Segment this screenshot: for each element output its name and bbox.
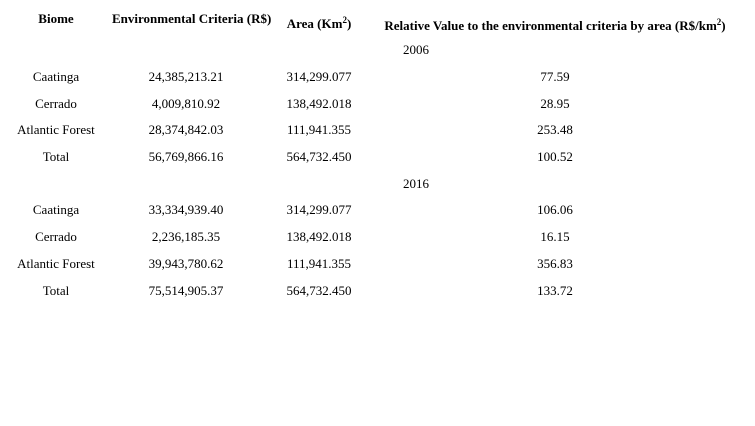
- relative-cell: 133.72: [537, 282, 573, 298]
- biome-cell: Atlantic Forest: [17, 255, 95, 271]
- relative-cell: 253.48: [537, 122, 573, 138]
- col-header-area-label: Area (Km2): [286, 14, 352, 32]
- relative-cell: 106.06: [537, 202, 573, 218]
- area-cell: 111,941.355: [286, 255, 352, 271]
- year-label: 2016: [403, 175, 429, 191]
- table-row: Caatinga 24,385,213.21 314,299.077 77.59: [0, 64, 732, 91]
- area-cell: 564,732.450: [286, 149, 352, 165]
- year-row-2006: 2006: [0, 37, 732, 64]
- table-row: Cerrado 2,236,185.35 138,492.018 16.15: [0, 224, 732, 251]
- col-header-environmental-criteria: Environmental Criteria (R$): [112, 0, 271, 37]
- col-header-relative-value-label: Relative Value to the environmental crit…: [384, 16, 726, 34]
- criteria-cell: 39,943,780.62: [148, 255, 224, 271]
- year-row-2016: 2016: [0, 170, 732, 197]
- relative-label-text: Relative Value to the environmental crit…: [384, 17, 717, 33]
- table-row: Atlantic Forest 39,943,780.62 111,941.35…: [0, 251, 732, 278]
- area-cell: 564,732.450: [286, 282, 352, 298]
- table-row: Cerrado 4,009,810.92 138,492.018 28.95: [0, 90, 732, 117]
- biome-cell: Cerrado: [35, 229, 77, 245]
- col-header-biome-label: Biome: [38, 10, 74, 26]
- biome-cell: Caatinga: [32, 202, 80, 218]
- area-cell: 314,299.077: [286, 69, 352, 85]
- relative-cell: 16.15: [540, 229, 570, 245]
- year-label: 2006: [403, 42, 429, 58]
- relative-cell: 77.59: [540, 69, 570, 85]
- criteria-cell: 2,236,185.35: [151, 229, 221, 245]
- relative-cell: 28.95: [540, 95, 570, 111]
- area-label-text: Area (Km: [286, 15, 343, 31]
- biome-cell: Caatinga: [32, 69, 80, 85]
- col-header-environmental-criteria-label: Environmental Criteria (R$): [112, 10, 272, 26]
- superscript-2: 2: [342, 14, 347, 25]
- area-cell: 314,299.077: [286, 202, 352, 218]
- col-header-area: Area (Km2): [260, 0, 378, 37]
- table-row: Atlantic Forest 28,374,842.03 111,941.35…: [0, 117, 732, 144]
- criteria-cell: 56,769,866.16: [148, 149, 224, 165]
- criteria-cell: 4,009,810.92: [151, 95, 221, 111]
- criteria-cell: 24,385,213.21: [148, 69, 224, 85]
- criteria-cell: 75,514,905.37: [148, 282, 224, 298]
- table-row: Total 56,769,866.16 564,732.450 100.52: [0, 144, 732, 171]
- biome-cell: Total: [42, 282, 70, 298]
- biome-cell: Cerrado: [35, 95, 77, 111]
- biome-criteria-table: Biome Environmental Criteria (R$) Area (…: [0, 0, 732, 304]
- superscript-2: 2: [716, 16, 722, 27]
- col-header-biome: Biome: [0, 0, 112, 37]
- relative-label-close: ): [721, 17, 726, 33]
- col-header-relative-value: Relative Value to the environmental crit…: [378, 0, 732, 37]
- criteria-cell: 28,374,842.03: [148, 122, 224, 138]
- relative-cell: 100.52: [537, 149, 573, 165]
- table-row: Total 75,514,905.37 564,732.450 133.72: [0, 277, 732, 304]
- biome-cell: Total: [42, 149, 70, 165]
- area-cell: 138,492.018: [286, 95, 352, 111]
- area-cell: 138,492.018: [286, 229, 352, 245]
- relative-cell: 356.83: [537, 255, 573, 271]
- header-row: Biome Environmental Criteria (R$) Area (…: [0, 0, 732, 37]
- biome-cell: Atlantic Forest: [17, 122, 95, 138]
- area-cell: 111,941.355: [286, 122, 352, 138]
- area-label-close: ): [346, 15, 352, 31]
- criteria-cell: 33,334,939.40: [148, 202, 224, 218]
- table-row: Caatinga 33,334,939.40 314,299.077 106.0…: [0, 197, 732, 224]
